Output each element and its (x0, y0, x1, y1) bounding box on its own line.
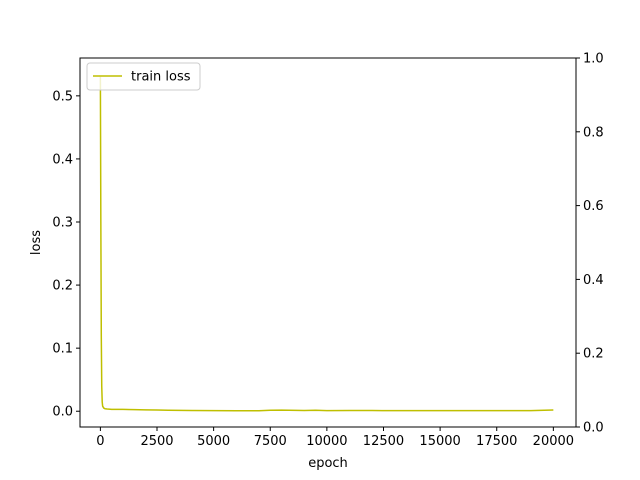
y2-tick-label: 0.0 (583, 421, 604, 436)
x-tick-label: 17500 (476, 434, 517, 449)
plot-area (99, 76, 554, 412)
x-tick-label: 7500 (254, 434, 287, 449)
y-tick-label: 0.1 (52, 342, 73, 357)
y-axis-right: 0.0 0.2 0.4 0.6 0.8 1.0 (576, 52, 604, 436)
x-axis-label: epoch (308, 456, 348, 471)
legend-box (86, 62, 201, 91)
x-tick-label: 0 (96, 434, 104, 449)
y-tick-label: 0.5 (52, 89, 73, 104)
y-tick-label: 0.0 (52, 405, 73, 420)
legend: train loss (86, 62, 201, 91)
y-axis-left: 0.0 0.1 0.2 0.3 0.4 0.5 (52, 89, 80, 420)
x-tick-label: 2500 (140, 434, 173, 449)
y2-tick-label: 0.8 (583, 125, 604, 140)
legend-label-train-loss: train loss (131, 70, 191, 85)
y2-tick-label: 0.4 (583, 273, 604, 288)
y2-tick-label: 1.0 (583, 52, 604, 67)
y-tick-label: 0.2 (52, 279, 73, 294)
y2-tick-label: 0.6 (583, 199, 604, 214)
y-tick-label: 0.3 (52, 216, 73, 231)
x-tick-label: 20000 (533, 434, 574, 449)
x-tick-label: 10000 (306, 434, 347, 449)
y2-tick-label: 0.2 (583, 347, 604, 362)
y-axis-label: loss (29, 230, 44, 255)
x-tick-label: 15000 (419, 434, 460, 449)
x-axis: 0 2500 5000 7500 10000 12500 15000 17500 20000 (96, 427, 574, 449)
x-tick-label: 12500 (363, 434, 404, 449)
axes-frame (79, 57, 577, 428)
y-tick-label: 0.4 (52, 152, 73, 167)
x-tick-label: 5000 (197, 434, 230, 449)
series-line-train-loss (99, 76, 554, 412)
